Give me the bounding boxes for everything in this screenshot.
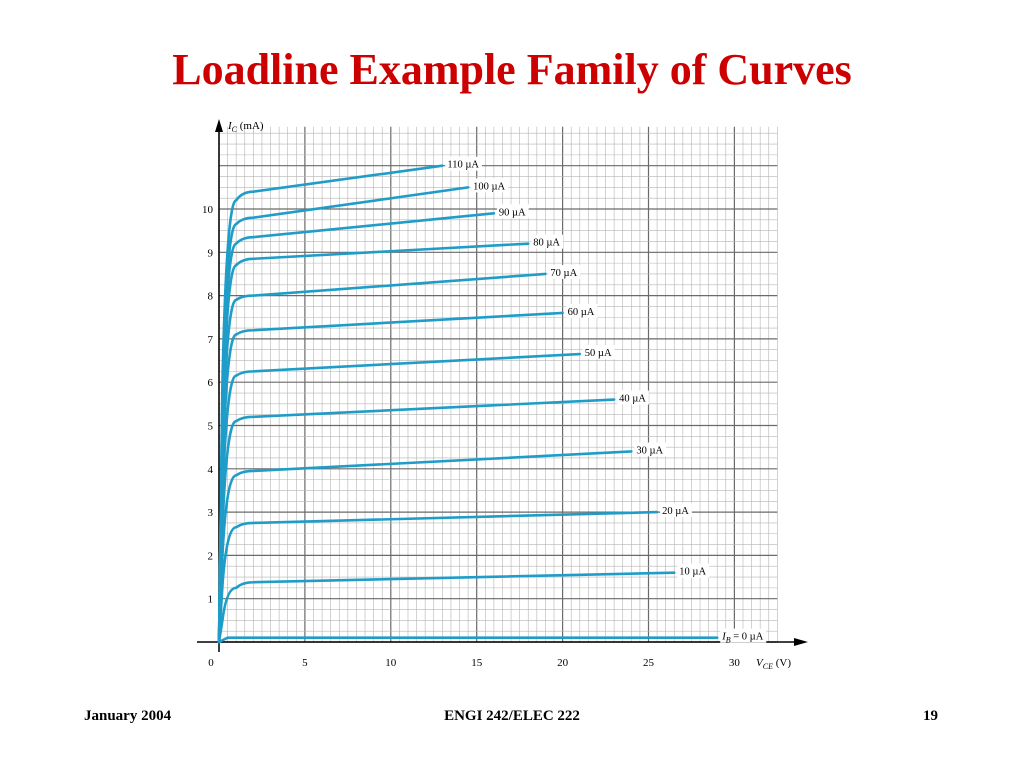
series-label-background — [496, 204, 529, 219]
chart-series-labels: IB = 0 µA 10 µA 20 µA 30 µA 40 µA 50 µA 60 µA 7… — [445, 156, 767, 645]
series-curve — [217, 398, 616, 644]
x-axis-arrow — [794, 638, 808, 646]
series-label-background — [634, 442, 667, 457]
x-tick-label: 30 — [729, 657, 741, 669]
series-label: 70 µA — [550, 268, 577, 279]
y-tick-label: 3 — [208, 507, 214, 519]
series-label-background — [565, 303, 598, 318]
series-label: 20 µA — [662, 506, 689, 517]
x-tick-label: 15 — [471, 657, 483, 669]
y-tick-label: 7 — [208, 334, 214, 346]
series-label: 50 µA — [585, 348, 612, 359]
chart-series — [217, 164, 719, 644]
x-tick-label: 0 — [208, 657, 214, 669]
series-curve — [217, 450, 633, 644]
series-label: IB = 0 µA — [721, 632, 763, 645]
footer-course: ENGI 242/ELEC 222 — [444, 708, 580, 724]
y-tick-label: 6 — [208, 377, 214, 389]
y-tick-label: 2 — [208, 550, 214, 562]
x-tick-label: 20 — [557, 657, 569, 669]
x-tick-label: 25 — [643, 657, 655, 669]
series-label-background — [445, 156, 482, 171]
family-of-curves-chart: 0 5 10 15 20 25 30 1 2 3 4 5 6 7 8 9 10 IB = 0 µA 10 µA 20… — [197, 119, 808, 671]
x-tick-label: 5 — [302, 657, 308, 669]
series-curve — [217, 164, 444, 644]
y-tick-label: 10 — [202, 204, 214, 216]
series-label-background — [677, 563, 710, 578]
series-label: 110 µA — [447, 160, 479, 171]
y-tick-label: 4 — [208, 464, 214, 476]
series-label: 60 µA — [568, 307, 595, 318]
x-axis-label: VCE (V) — [756, 657, 791, 671]
series-label-background — [617, 390, 649, 405]
series-label-background — [660, 503, 692, 518]
y-axis-arrow — [215, 119, 223, 132]
footer-page-number: 19 — [923, 708, 938, 724]
series-label: 100 µA — [473, 181, 505, 192]
y-tick-label: 5 — [208, 421, 214, 433]
series-label-background — [531, 234, 564, 249]
footer-date: January 2004 — [84, 708, 172, 724]
series-label: 40 µA — [619, 394, 646, 405]
series-label-background — [471, 178, 509, 193]
series-label-background — [582, 345, 615, 360]
series-label: 30 µA — [636, 445, 663, 456]
series-curve — [217, 636, 719, 644]
series-curve — [217, 571, 676, 644]
slide-title: Loadline Example Family of Curves — [172, 45, 852, 94]
series-label-background — [720, 628, 767, 643]
series-label: 90 µA — [499, 207, 526, 218]
series-label: 80 µA — [533, 238, 560, 249]
chart-tick-labels: 0 5 10 15 20 25 30 1 2 3 4 5 6 7 8 9 10 — [202, 204, 740, 669]
series-label-background — [548, 264, 581, 279]
y-tick-label: 8 — [208, 291, 214, 303]
x-tick-label: 10 — [385, 657, 397, 669]
y-axis-label: IC (mA) — [227, 120, 264, 134]
y-tick-label: 9 — [208, 247, 214, 259]
y-tick-label: 1 — [208, 594, 214, 606]
series-label: 10 µA — [679, 567, 706, 578]
series-curve — [217, 510, 659, 644]
